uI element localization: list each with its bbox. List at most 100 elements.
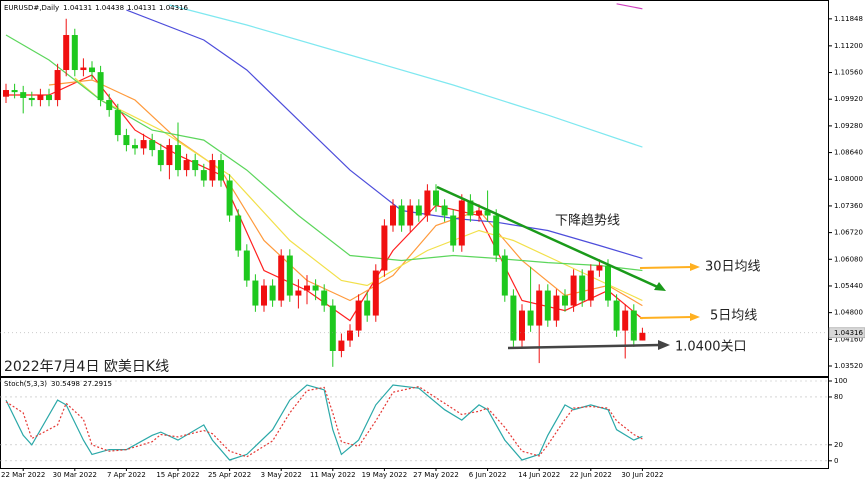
candle-body (519, 310, 525, 341)
candle-body (261, 285, 267, 306)
main-plot (0, 3, 828, 367)
ohlc-open: 1.04131 (63, 4, 92, 12)
stoch-main-value: 30.5498 (51, 380, 80, 388)
candle-body (63, 35, 70, 71)
candle-body (347, 330, 353, 341)
candle-body (433, 190, 439, 206)
candle-body (587, 270, 594, 301)
y-tick-label: 1.05440 (834, 282, 863, 290)
candle-body (415, 205, 422, 216)
stoch-title: Stoch(5,3,3) 30.5498 27.2915 (4, 380, 112, 388)
candle-body (192, 160, 199, 171)
candle-body (243, 250, 250, 281)
y-tick-label: 1.04800 (834, 309, 863, 317)
stoch-name: Stoch(5,3,3) (4, 380, 47, 388)
candle-body (562, 295, 568, 306)
candle-body (493, 215, 500, 256)
candle-body (46, 95, 52, 101)
candle-body (639, 332, 646, 341)
candle-body (157, 150, 164, 166)
x-tick-label: 25 Apr 2022 (208, 471, 251, 479)
x-tick-label: 27 May 2022 (413, 471, 459, 479)
candle-body (544, 290, 551, 321)
price-label-box (828, 327, 865, 339)
y-tick-label: 1.04160 (834, 335, 863, 343)
candle-body (329, 305, 336, 351)
candle-body (200, 170, 207, 181)
candle-body (235, 215, 242, 251)
line (48, 79, 643, 307)
y-tick-label: 1.03520 (834, 362, 863, 370)
trend-line (436, 185, 663, 291)
candle-body (252, 280, 259, 306)
candle-body (407, 205, 414, 226)
candle-body (312, 285, 319, 291)
candle-body (441, 205, 448, 216)
candle-body (424, 190, 431, 216)
y-tick-label: 1.08640 (834, 149, 863, 157)
candle-body (372, 270, 379, 316)
annotation: 5日均线 (710, 309, 757, 324)
arrow-line (639, 316, 693, 319)
x-tick-label: 30 Jun 2022 (621, 471, 663, 479)
candle-body (37, 95, 44, 101)
axes: 1.11848 1.11200 1.10560 1.09920 1.09280 1.086… (1, 15, 865, 479)
y-tick-label: 80 (834, 393, 843, 401)
x-tick-label: 30 Mar 2022 (53, 471, 97, 479)
candle-body (630, 310, 637, 341)
candle-body (54, 70, 61, 101)
candle-body (166, 145, 173, 166)
candle-body (97, 72, 104, 101)
candle-body (269, 285, 276, 301)
candle-body (183, 160, 190, 171)
caption: 2022年7月4日 欧美日K线 (4, 359, 169, 375)
stoch-pane (0, 377, 829, 469)
y-tick-label: 1.10560 (834, 69, 863, 77)
x-tick-label: 11 May 2022 (310, 471, 356, 479)
y-tick-label: 1.09920 (834, 95, 863, 103)
line (5, 385, 643, 458)
candle-body (286, 255, 293, 296)
trend-arrow (654, 282, 666, 291)
arrow-head (690, 263, 700, 271)
candle-body (476, 210, 482, 216)
candle-body (80, 67, 87, 71)
ohlc-low: 1.04131 (127, 4, 156, 12)
candle-body (605, 265, 611, 301)
candle-body (364, 300, 371, 316)
candle-body (527, 310, 534, 326)
candle-body (622, 310, 629, 331)
annotation: 30日均线 (705, 260, 761, 275)
y-tick-label: 1.11200 (834, 42, 863, 50)
arrow-line (639, 266, 693, 269)
arrow-head (690, 313, 700, 321)
candle-body (20, 92, 27, 98)
candle-body (501, 255, 508, 296)
candle-body (3, 90, 9, 97)
candle-body (450, 215, 457, 246)
x-tick-label: 7 Apr 2022 (107, 471, 146, 479)
price-label: 1.04316 (834, 329, 863, 337)
candle-body (123, 135, 130, 146)
y-tick-label: 100 (834, 377, 847, 385)
candle-body (510, 295, 517, 341)
candle-body (226, 180, 233, 216)
candle-body (484, 210, 491, 216)
x-tick-label: 19 May 2022 (362, 471, 408, 479)
y-tick-label: 1.09280 (834, 122, 863, 130)
x-tick-label: 6 Jun 2022 (469, 471, 507, 479)
candle-body (398, 205, 405, 226)
candle-body (106, 100, 113, 111)
line (169, 4, 643, 148)
candle-body (209, 160, 216, 181)
candle-body (553, 295, 560, 321)
candle-body (149, 140, 156, 151)
line (6, 74, 643, 322)
ohlc-close: 1.04316 (159, 4, 188, 12)
y-tick-label: 1.06720 (834, 229, 863, 237)
ohlc-high: 1.04438 (95, 4, 124, 12)
chart-title: EURUSD#,Daily 1.04131 1.04438 1.04131 1.0431… (4, 4, 189, 12)
candle-body (140, 140, 147, 149)
candle-body (11, 90, 18, 93)
